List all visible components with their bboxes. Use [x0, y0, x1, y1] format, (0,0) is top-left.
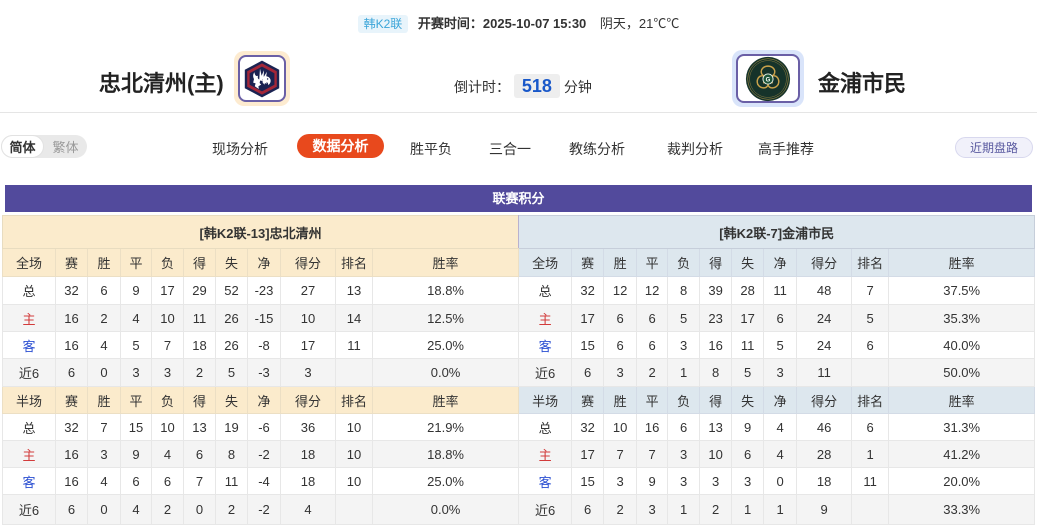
svg-text:G: G — [766, 77, 771, 83]
